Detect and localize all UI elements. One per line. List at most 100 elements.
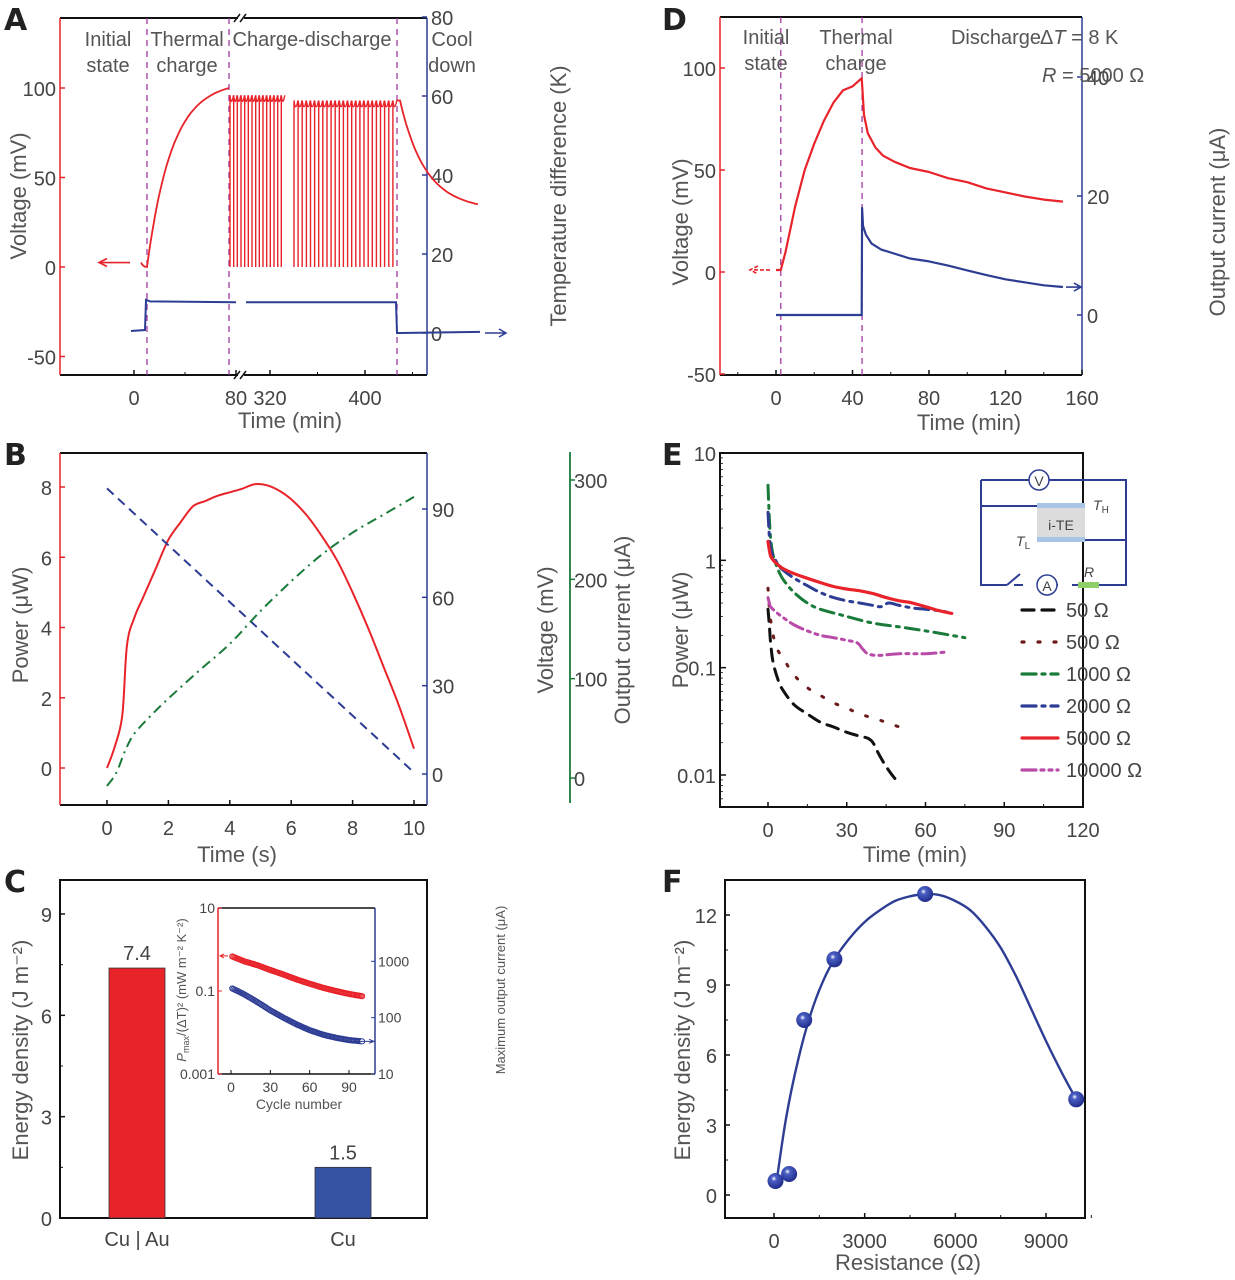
y-tick-label: 6 — [706, 1046, 717, 1068]
inset-y-label-p: P — [174, 1053, 189, 1062]
region-label: charge — [825, 53, 886, 75]
x-tick-label: 0 — [770, 388, 781, 410]
hot-electrode — [1037, 503, 1085, 508]
y2-tick-label: 0 — [432, 765, 443, 787]
device-body — [1037, 506, 1085, 540]
data-point — [826, 951, 843, 968]
y2-axis-label: Voltage (mV) — [533, 566, 558, 693]
y2-tick-label: 40 — [431, 166, 453, 188]
y-tick-label: 0 — [41, 1209, 52, 1231]
data-point — [796, 1012, 813, 1028]
panel-label: B — [4, 438, 27, 473]
y-tick-label: 9 — [41, 905, 52, 927]
y2-axis-label: Output current (μA) — [1205, 128, 1230, 317]
x-tick-label: 0 — [762, 820, 773, 842]
inset-y-label-rest: /(ΔT)² (mW m⁻² K⁻²) — [174, 918, 189, 1036]
x-tick-label: 160 — [1065, 388, 1098, 410]
x-tick-label: 0 — [128, 388, 139, 410]
bar-data-label: 1.5 — [329, 1142, 357, 1164]
x-tick-label: 3000 — [842, 1231, 887, 1253]
ammeter-icon — [1036, 574, 1058, 596]
x-tick-label: 0 — [768, 1231, 779, 1253]
y-tick-label: 8 — [41, 478, 52, 500]
x-tick-label: 120 — [989, 388, 1022, 410]
y2-tick-label: 90 — [432, 500, 454, 522]
region-label: Charge-discharge — [233, 29, 392, 51]
resistor-icon — [1078, 582, 1099, 588]
inset-y2-tick-label: 10 — [378, 1066, 394, 1082]
inset-x-tick-label: 60 — [302, 1079, 318, 1095]
y-tick-label: 1 — [705, 551, 716, 573]
y2-tick-label: 0 — [431, 324, 442, 346]
y-axis-label: Energy density (J m⁻²) — [670, 940, 695, 1161]
ammeter-label: A — [1042, 578, 1052, 594]
y2-tick-label: 40 — [1087, 68, 1109, 90]
power-line — [106, 482, 415, 769]
x-tick-label: 6000 — [933, 1231, 978, 1253]
legend-label: 50 Ω — [1066, 600, 1109, 622]
data-point — [917, 886, 934, 902]
region-label: state — [86, 55, 129, 77]
y2-tick-label: 60 — [432, 588, 454, 610]
panel-f: F 0 3 6 9 12 0 3000 6000 9000 Resistance (Ω) Energy… — [662, 865, 1092, 1275]
region-label: state — [744, 53, 787, 75]
data-point — [767, 1173, 784, 1189]
cold-electrode — [1037, 537, 1085, 542]
panel-b: B 0 2 4 6 8 0 30 60 90 0 100 200 300 0 2 4 6 8 10 Time (s) Po… — [4, 438, 635, 867]
panel-label: F — [662, 865, 683, 900]
y-tick-label: 0.1 — [688, 659, 716, 681]
region-label: charge — [156, 55, 217, 77]
panel-label: A — [4, 3, 28, 38]
inset-marker — [359, 993, 366, 1000]
series-line-10000-ohm — [766, 596, 948, 657]
y-tick-label: -50 — [27, 348, 56, 370]
region-label: down — [428, 55, 476, 77]
inset-current-series — [229, 985, 366, 1045]
y-tick-label: 3 — [41, 1108, 52, 1130]
x-tick-label: 0 — [101, 818, 112, 840]
axis-arrow-left — [748, 265, 770, 275]
legend-label: 5000 Ω — [1066, 728, 1131, 750]
y2-tick-label: 60 — [431, 87, 453, 109]
y-axis-label: Energy density (J m⁻²) — [8, 940, 33, 1161]
inset-y-tick-label: 0.1 — [196, 983, 216, 999]
panel-c: C 0 3 6 9 Energy density (J m⁻²) 7.4 Cu | Au 1.5… — [4, 865, 508, 1251]
y3-axis-label: Output current (μA) — [610, 536, 635, 725]
resistor-label: R — [1084, 564, 1094, 580]
panel-d: D -50 0 50 100 0 20 40 0 40 80 120 160 Time (min) Volt… — [662, 3, 1230, 435]
x-tick-label: 400 — [348, 388, 381, 410]
hot-side-subscript: H — [1102, 505, 1109, 516]
x-tick-label: 40 — [841, 388, 863, 410]
axis-arrow-right — [1066, 282, 1083, 292]
voltmeter-icon — [1028, 469, 1050, 491]
x-tick-label: 80 — [225, 388, 247, 410]
region-label: Thermal — [819, 27, 892, 49]
x-tick-label: 4 — [224, 818, 235, 840]
device-label: i-TE — [1048, 517, 1074, 533]
y-tick-label: 6 — [41, 1006, 52, 1028]
axis-arrow-left — [97, 257, 130, 268]
bar — [108, 967, 166, 1219]
x-tick-label: 120 — [1066, 820, 1099, 842]
inset-x-tick-label: 30 — [263, 1079, 279, 1095]
inset-y2-tick-label: 100 — [378, 1010, 402, 1026]
y2-tick-label: 20 — [1087, 187, 1109, 209]
y-tick-label: 10 — [694, 444, 716, 466]
series-line-50-ohm — [766, 607, 901, 785]
switch-icon — [1006, 573, 1021, 586]
data-point — [781, 1166, 798, 1182]
y-axis-label: Voltage (mV) — [6, 132, 31, 259]
y2-tick-label: 20 — [431, 245, 453, 267]
panel-label: C — [4, 865, 26, 900]
y3-tick-label: 100 — [574, 670, 607, 692]
plot-frame — [59, 879, 428, 1219]
inset-arrow-right — [355, 1038, 376, 1044]
y-axis-label: Power (μW) — [8, 567, 33, 684]
axis-arrow-right — [485, 328, 508, 338]
y2-tick-label: 30 — [432, 677, 454, 699]
inset-y-label-sub: max — [181, 1036, 191, 1054]
x-tick-label: 6 — [286, 818, 297, 840]
x-axis-break — [233, 370, 247, 380]
voltage-cycles-block-1 — [229, 95, 286, 267]
